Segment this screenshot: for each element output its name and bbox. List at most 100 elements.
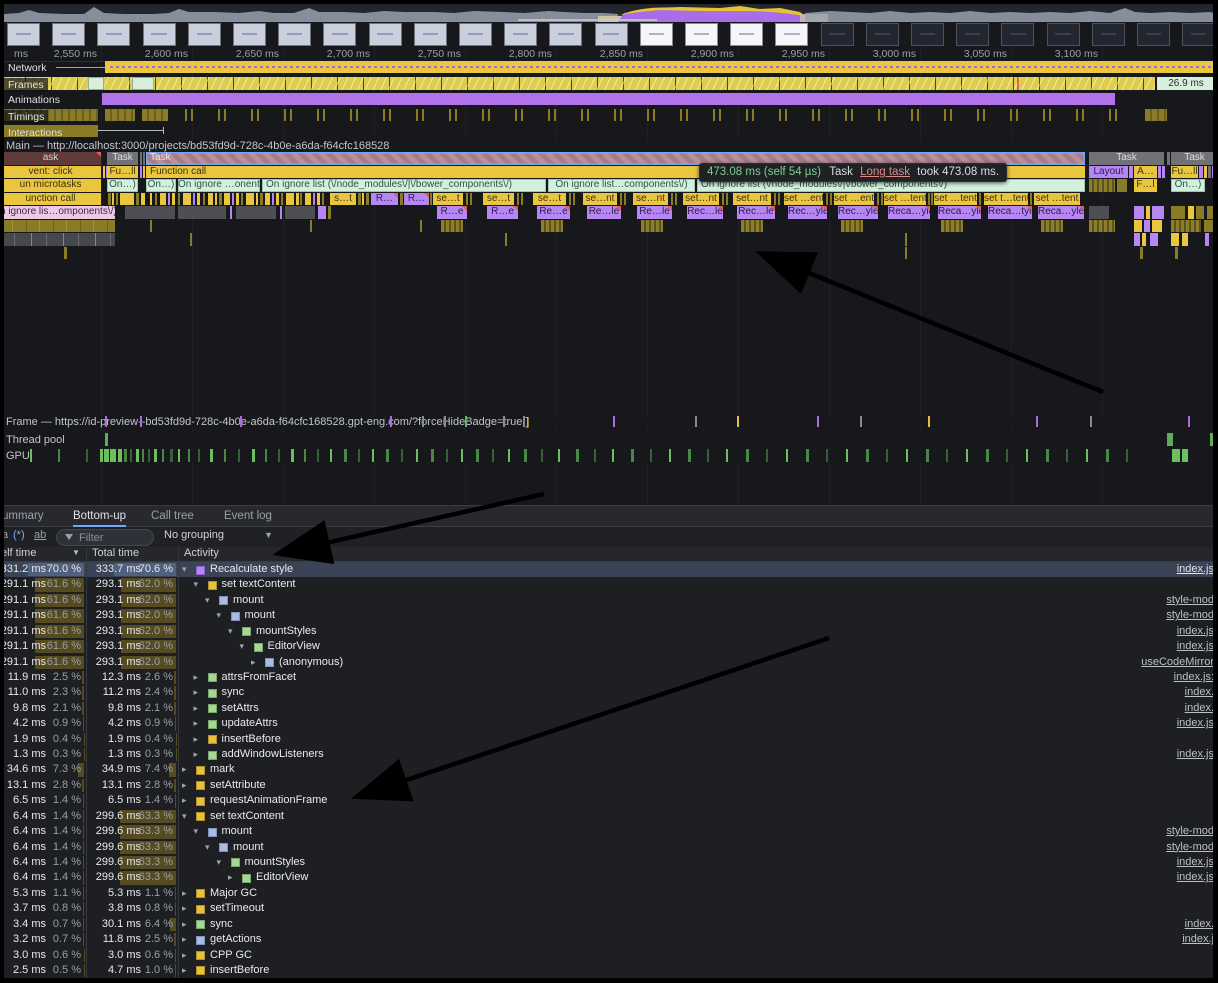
expand-icon[interactable]: ▸ bbox=[193, 702, 199, 713]
main-thread-header[interactable]: Main — http://localhost:3000/projects/bd… bbox=[0, 140, 1218, 152]
flame-event[interactable]: Rec…le bbox=[737, 206, 775, 219]
source-link[interactable]: useCodeMirror bbox=[1141, 655, 1214, 668]
flame-event[interactable]: On…) bbox=[107, 179, 138, 192]
flame-event[interactable]: un microtasks bbox=[0, 179, 101, 192]
expand-icon[interactable]: ▸ bbox=[182, 918, 187, 929]
flame-event[interactable]: Fu…ll bbox=[107, 165, 138, 178]
activity-name[interactable]: mountStyles bbox=[244, 855, 306, 868]
regex-icon[interactable]: (*) bbox=[13, 529, 25, 541]
screenshot-thumbnail[interactable] bbox=[323, 23, 357, 46]
screenshot-thumbnail[interactable] bbox=[594, 23, 628, 46]
expand-icon[interactable]: ▸ bbox=[182, 795, 187, 806]
flame-event[interactable]: Rec…yle bbox=[788, 206, 827, 219]
flame-event[interactable]: Task bbox=[1171, 152, 1218, 165]
source-link[interactable]: index.js bbox=[1176, 748, 1214, 761]
screenshot-thumbnail[interactable] bbox=[730, 23, 764, 46]
flame-event[interactable]: s…t bbox=[330, 192, 356, 205]
flame-event[interactable]: R… bbox=[404, 192, 429, 205]
filter-input[interactable] bbox=[77, 530, 151, 545]
screenshot-thumbnail[interactable] bbox=[685, 23, 718, 46]
table-row[interactable]: 34.6 ms 7.3 % 34.9 ms 7.4 % ▸ mark bbox=[0, 762, 1218, 777]
screenshot-thumbnail[interactable] bbox=[187, 23, 221, 46]
collapse-icon[interactable]: ▾ bbox=[216, 856, 222, 867]
source-link[interactable]: style-mod bbox=[1166, 840, 1214, 853]
screenshot-thumbnail[interactable] bbox=[639, 23, 673, 46]
flame-event[interactable]: set …tent bbox=[884, 192, 926, 205]
activity-name[interactable]: mount bbox=[244, 609, 276, 622]
match-case-icon[interactable]: a bbox=[2, 529, 9, 541]
activity-name[interactable]: sync bbox=[210, 917, 233, 930]
timings-track-label[interactable]: Timings bbox=[4, 110, 49, 124]
screenshot-thumbnail[interactable] bbox=[504, 23, 538, 46]
table-row[interactable]: 291.1 ms 61.6 % 293.1 ms 62.0 % ▾ set textCon… bbox=[0, 577, 1218, 592]
expand-icon[interactable]: ▸ bbox=[182, 949, 187, 960]
table-row[interactable]: 6.5 ms 1.4 % 6.5 ms 1.4 % ▸ requestAnimationF… bbox=[0, 793, 1218, 808]
screenshot-thumbnail[interactable] bbox=[1001, 23, 1035, 46]
activity-name[interactable]: getActions bbox=[210, 933, 262, 946]
flame-event[interactable]: R…e bbox=[487, 206, 518, 219]
collapse-icon[interactable]: ▾ bbox=[205, 594, 210, 605]
flame-event[interactable]: Task bbox=[107, 152, 138, 165]
flame-event[interactable]: On…) bbox=[1171, 179, 1205, 192]
thread-pool-header[interactable]: Thread pool bbox=[0, 434, 1218, 446]
flame-event[interactable]: A… bbox=[1134, 165, 1157, 178]
collapse-icon[interactable]: ▾ bbox=[193, 579, 199, 590]
source-link[interactable]: style-mod bbox=[1166, 825, 1214, 838]
network-track-label[interactable]: Network bbox=[8, 62, 47, 74]
activity-name[interactable]: mount bbox=[233, 593, 264, 606]
flame-event[interactable]: se…nt bbox=[633, 192, 668, 205]
screenshot-thumbnail[interactable] bbox=[142, 23, 176, 46]
flame-event[interactable]: Fu…ll bbox=[1171, 165, 1198, 178]
flame-event[interactable]: Layout bbox=[1089, 165, 1128, 178]
activity-name[interactable]: requestAnimationFrame bbox=[210, 794, 328, 807]
flame-event[interactable]: se…t bbox=[483, 192, 514, 205]
table-row[interactable]: 4.2 ms 0.9 % 4.2 ms 0.9 % ▸ updateAttrs index.… bbox=[0, 716, 1218, 731]
interactions-track-bar[interactable] bbox=[0, 125, 98, 137]
flame-event[interactable]: F…l bbox=[1134, 179, 1157, 192]
screenshot-thumbnail[interactable] bbox=[549, 23, 583, 46]
flame-event[interactable]: Reca…yle bbox=[888, 206, 930, 219]
screenshot-thumbnail[interactable] bbox=[1091, 23, 1125, 46]
frame-track-header[interactable]: Frame — https://id-preview--bd53fd9d-728… bbox=[0, 416, 1218, 428]
flame-event[interactable]: se…t bbox=[533, 192, 566, 205]
flame-event[interactable]: Re…le bbox=[587, 206, 621, 219]
table-row[interactable]: 291.1 ms 61.6 % 293.1 ms 62.0 % ▾ mount style-… bbox=[0, 608, 1218, 623]
source-link[interactable]: index.js bbox=[1176, 563, 1214, 575]
activity-name[interactable]: addWindowListeners bbox=[221, 748, 324, 761]
cpu-overview-strip[interactable] bbox=[4, 4, 1214, 22]
table-row[interactable]: 5.3 ms 1.1 % 5.3 ms 1.1 % ▸ Major GC bbox=[0, 886, 1218, 901]
flame-event[interactable]: On ignore list…components\/) bbox=[548, 179, 695, 192]
table-row[interactable]: 9.8 ms 2.1 % 9.8 ms 2.1 % ▸ setAttrs index. bbox=[0, 701, 1218, 716]
column-divider[interactable] bbox=[178, 547, 179, 983]
table-row[interactable]: 3.2 ms 0.7 % 11.8 ms 2.5 % ▸ getActions index.… bbox=[0, 932, 1218, 947]
flame-event[interactable]: Re…e bbox=[537, 206, 570, 219]
expand-icon[interactable]: ▸ bbox=[193, 749, 199, 760]
total-time-header[interactable]: Total time bbox=[92, 547, 140, 559]
expand-icon[interactable]: ▸ bbox=[182, 978, 187, 983]
source-link[interactable]: index.j bbox=[1182, 933, 1214, 946]
flame-event[interactable]: set …tent bbox=[934, 192, 977, 205]
match-whole-word-icon[interactable]: ab bbox=[34, 529, 47, 541]
source-link[interactable]: index.js bbox=[1176, 624, 1214, 637]
expand-icon[interactable]: ▸ bbox=[193, 671, 199, 682]
flame-event[interactable]: n ignore lis…omponents\/) bbox=[0, 206, 115, 219]
table-row[interactable]: 6.4 ms 1.4 % 299.6 ms 63.3 % ▾ mount style-mod bbox=[0, 824, 1218, 839]
table-row[interactable]: 331.2 ms 70.0 % 333.7 ms 70.6 % ▾ Recalculate… bbox=[0, 562, 1218, 578]
flame-event[interactable]: Task bbox=[1089, 152, 1164, 165]
animations-track-label[interactable]: Animations bbox=[8, 94, 60, 106]
activity-name[interactable]: set textContent bbox=[221, 578, 296, 591]
flame-event[interactable]: R… bbox=[371, 192, 398, 205]
flame-event[interactable]: set…nt bbox=[683, 192, 719, 205]
column-divider[interactable] bbox=[86, 547, 87, 983]
expand-icon[interactable]: ▸ bbox=[182, 903, 187, 914]
flame-event[interactable]: ask bbox=[0, 152, 101, 165]
flame-event[interactable]: set …ent bbox=[784, 192, 823, 205]
screenshot-thumbnail[interactable] bbox=[7, 23, 40, 46]
table-row[interactable]: 6.4 ms 1.4 % 299.6 ms 63.3 % ▾ mountStyles ind… bbox=[0, 855, 1218, 870]
screenshot-thumbnail[interactable] bbox=[278, 23, 312, 46]
expand-icon[interactable]: ▸ bbox=[251, 656, 256, 667]
expand-icon[interactable]: ▸ bbox=[182, 964, 187, 975]
source-link[interactable]: index.js bbox=[1176, 640, 1214, 653]
flame-event[interactable]: On ignore list (\/node_modules\/|\/bower… bbox=[697, 179, 1085, 192]
screenshot-thumbnail[interactable] bbox=[1137, 23, 1170, 46]
